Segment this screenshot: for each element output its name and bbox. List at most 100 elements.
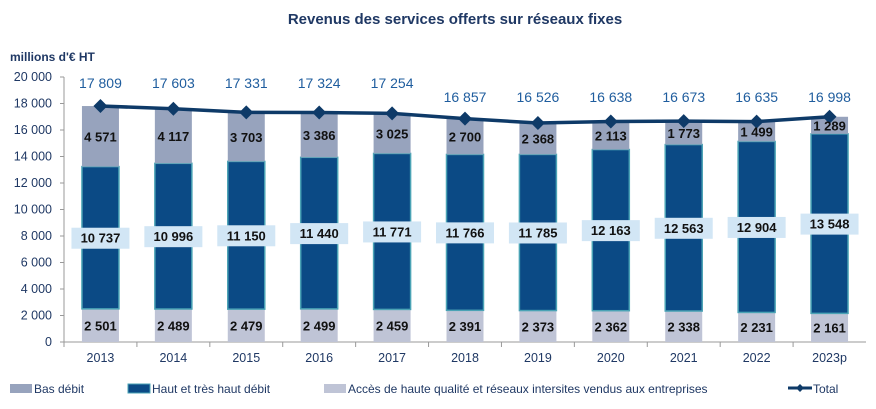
- y-tick-label: 14 000: [14, 150, 52, 164]
- data-label-background: [581, 220, 640, 242]
- bar-segment: [811, 313, 849, 342]
- data-label: 3 386: [303, 128, 336, 143]
- data-label-background: [363, 221, 422, 243]
- data-label-background: [71, 227, 130, 249]
- bar-segment: [227, 112, 265, 162]
- legend-label: Accès de haute qualité et réseaux inters…: [348, 382, 708, 396]
- total-label: 16 638: [589, 89, 632, 105]
- data-label: 4 117: [157, 129, 189, 144]
- total-marker: [822, 109, 837, 124]
- bar-segment: [373, 309, 411, 342]
- y-tick-label: 6 000: [21, 256, 52, 270]
- total-label: 16 857: [444, 89, 487, 105]
- data-label: 2 113: [595, 129, 627, 144]
- y-axis-label: millions d'€ HT: [10, 50, 96, 64]
- total-label: 17 331: [225, 75, 268, 91]
- bar-segment: [519, 310, 557, 342]
- y-tick-label: 12 000: [14, 176, 52, 190]
- legend-label: Bas débit: [34, 382, 85, 396]
- data-label: 1 289: [813, 118, 846, 133]
- data-label: 2 368: [522, 132, 555, 147]
- bar-segment: [154, 309, 192, 342]
- bar-segment: [738, 121, 776, 142]
- bar-segment: [446, 310, 484, 342]
- y-tick-label: 0: [45, 335, 52, 349]
- legend-label: Haut et très haut débit: [152, 382, 271, 396]
- total-label: 16 673: [662, 89, 705, 105]
- data-label: 1 773: [667, 126, 700, 141]
- bar-segment: [665, 121, 703, 145]
- total-marker: [239, 105, 254, 120]
- data-label: 10 737: [81, 231, 121, 246]
- total-marker: [749, 114, 764, 129]
- total-marker: [458, 111, 472, 126]
- bar-segment: [154, 108, 192, 164]
- data-label: 2 479: [230, 319, 263, 334]
- data-label: 3 025: [376, 126, 409, 141]
- bar-segment: [665, 311, 703, 342]
- x-tick-label: 2021: [670, 351, 698, 365]
- total-label: 16 526: [516, 89, 559, 105]
- data-label: 11 785: [518, 225, 557, 240]
- data-label-background: [654, 217, 713, 239]
- data-label: 13 548: [810, 217, 850, 232]
- y-tick-label: 10 000: [14, 203, 52, 217]
- y-tick-label: 8 000: [21, 229, 52, 243]
- data-label: 2 459: [376, 319, 409, 334]
- total-marker: [93, 99, 108, 114]
- data-label: 12 904: [737, 220, 778, 235]
- data-label: 11 766: [445, 225, 484, 240]
- y-tick-label: 2 000: [21, 309, 52, 323]
- total-label: 17 254: [371, 75, 414, 91]
- data-label: 2 362: [595, 319, 628, 334]
- data-label: 2 489: [157, 319, 190, 334]
- data-label: 2 338: [667, 320, 700, 335]
- data-label: 2 373: [522, 319, 555, 334]
- data-label: 12 563: [664, 221, 704, 236]
- bar-segment: [300, 112, 338, 158]
- total-marker: [530, 116, 545, 131]
- legend-marker: [796, 384, 804, 392]
- bar-segment: [81, 106, 119, 167]
- bar-segment: [300, 308, 338, 342]
- x-tick-label: 2022: [743, 351, 771, 365]
- x-tick-label: 2014: [159, 351, 187, 365]
- total-label: 17 603: [152, 75, 195, 91]
- bar-segment: [81, 308, 119, 342]
- x-tick-label: 2017: [378, 351, 406, 365]
- data-label: 2 700: [449, 130, 482, 145]
- legend-label: Total: [813, 382, 838, 396]
- data-label: 11 440: [300, 226, 339, 241]
- data-label: 2 231: [740, 320, 773, 335]
- legend-swatch: [324, 384, 346, 393]
- data-label-background: [800, 213, 859, 235]
- data-label: 2 501: [84, 318, 117, 333]
- data-label: 10 996: [153, 229, 193, 244]
- data-label: 2 499: [303, 318, 336, 333]
- y-tick-label: 16 000: [14, 123, 52, 137]
- y-tick-label: 20 000: [14, 70, 52, 84]
- bar-segment: [738, 312, 776, 342]
- x-tick-label: 2018: [451, 351, 479, 365]
- x-tick-label: 2016: [305, 351, 333, 365]
- x-tick-label: 2020: [597, 351, 625, 365]
- total-label: 17 324: [298, 75, 341, 91]
- data-label: 4 571: [84, 129, 117, 144]
- total-marker: [385, 106, 400, 121]
- y-tick-label: 18 000: [14, 97, 52, 111]
- data-label-background: [436, 222, 494, 244]
- data-label-background: [290, 223, 349, 245]
- legend-swatch: [10, 384, 32, 393]
- chart-title: Revenus des services offerts sur réseaux…: [288, 11, 622, 28]
- total-marker: [603, 114, 618, 129]
- data-label: 2 161: [813, 321, 846, 336]
- x-tick-label: 2015: [232, 351, 260, 365]
- y-tick-label: 4 000: [21, 282, 52, 296]
- total-marker: [676, 114, 691, 129]
- total-label: 16 635: [735, 89, 778, 105]
- data-label: 2 391: [449, 319, 482, 334]
- data-label-background: [508, 222, 567, 244]
- data-label-background: [144, 226, 203, 248]
- x-tick-label: 2023p: [812, 351, 847, 365]
